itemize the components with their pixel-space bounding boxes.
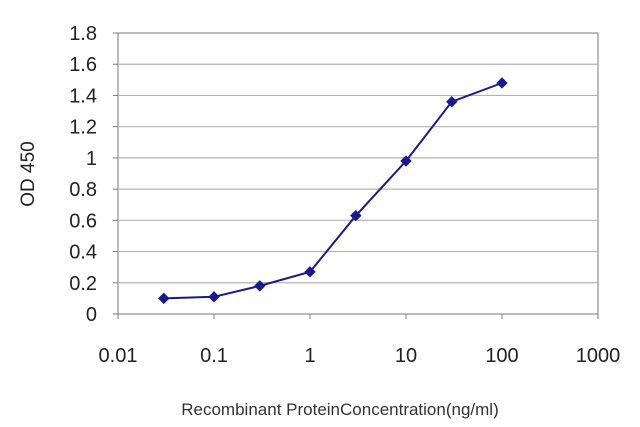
x-axis-title: Recombinant ProteinConcentration(ng/ml) [181,400,499,419]
y-tick-label: 1.2 [69,117,97,139]
data-point [446,95,458,108]
data-point [350,209,362,222]
series-line [163,82,503,300]
x-tick-label: 1000 [576,345,621,367]
gridlines [118,63,598,284]
series-group [158,77,508,305]
data-point [400,155,412,167]
x-tick-label: 10 [395,345,417,367]
data-point [304,266,316,278]
data-point [254,280,266,292]
y-tick-label: 0 [86,304,97,326]
plot-area [117,32,599,315]
y-tick-label: 0.8 [69,179,97,201]
y-tick-label: 1 [86,148,97,170]
x-tick-label: 1 [304,345,315,367]
y-axis-title: OD 450 [18,141,39,206]
y-tick-label: 0.4 [69,242,97,264]
x-axis-ticks: 0.01 0.1 1 10 100 1000 [99,314,621,367]
y-tick-label: 0.6 [69,210,97,232]
y-tick-label: 1.8 [69,23,97,45]
y-tick-label: 1.6 [69,54,97,76]
x-tick-label: 0.1 [200,345,228,367]
x-tick-label: 100 [485,345,518,367]
y-tick-label: 0.2 [69,273,97,295]
data-point [496,77,508,89]
y-tick-label: 1.4 [69,85,97,107]
data-point [158,292,170,305]
data-point [208,291,220,303]
y-axis-ticks: 0 0.2 0.4 0.6 0.8 1 1.2 1.4 1.6 1.8 [69,23,118,326]
x-tick-label: 0.01 [99,345,138,367]
